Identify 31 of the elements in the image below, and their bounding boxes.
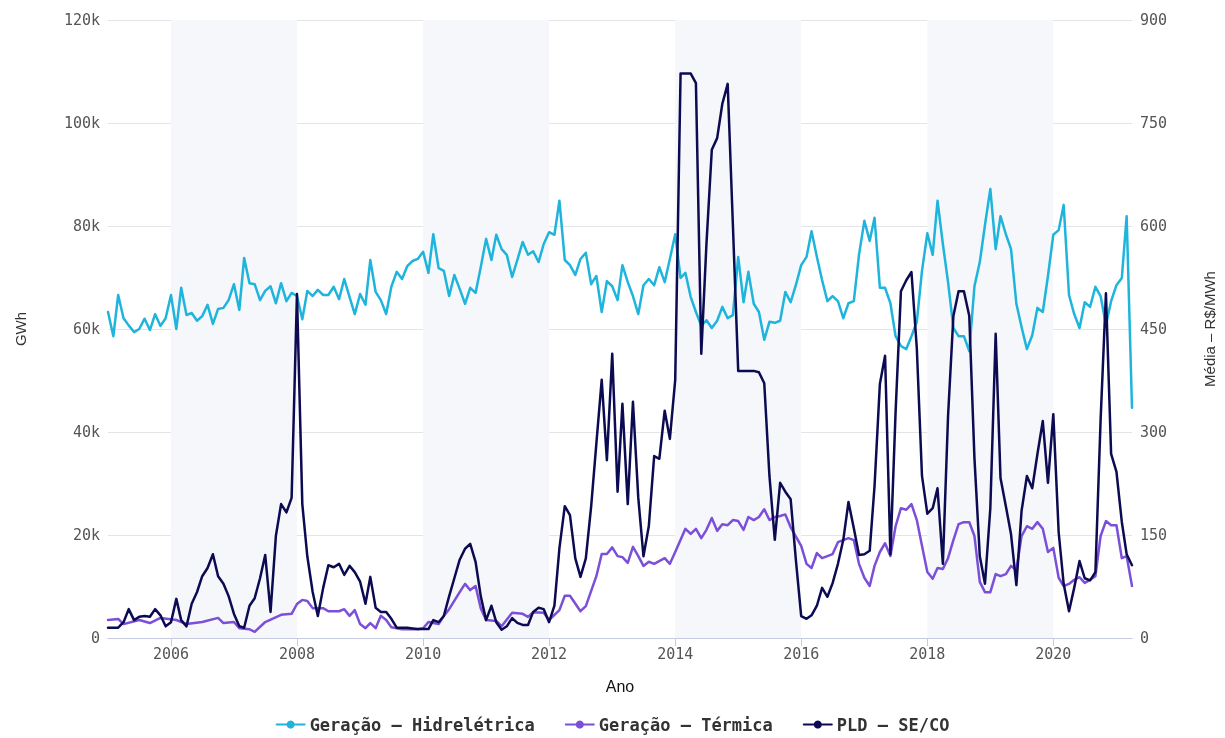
y-tick-label: 20k bbox=[72, 526, 100, 544]
x-tick-label: 2006 bbox=[152, 644, 190, 663]
y-tick-label: 80k bbox=[72, 217, 100, 235]
x-tick-label: 2008 bbox=[278, 644, 316, 663]
line-series bbox=[106, 72, 1134, 632]
x-axis-title: Ano bbox=[605, 677, 635, 695]
y-tick-label: 0 bbox=[90, 629, 100, 647]
y-axis-title: GWh bbox=[12, 311, 29, 347]
y2-tick-label: 300 bbox=[1140, 423, 1168, 441]
y2-axis-title: Média – R$/MWh bbox=[1201, 271, 1218, 387]
x-tick-label: 2014 bbox=[657, 644, 694, 663]
y-tick-label: 60k bbox=[72, 320, 100, 338]
y2-tick-label: 450 bbox=[1140, 320, 1168, 338]
x-tick-label: 2010 bbox=[405, 644, 442, 663]
y2-tick-label: 150 bbox=[1140, 526, 1168, 544]
legend-label: Geração – Hidrelétrica bbox=[309, 714, 535, 735]
x-tick-label: 2020 bbox=[1035, 644, 1072, 663]
y2-tick-label: 0 bbox=[1140, 629, 1150, 647]
line-series bbox=[106, 502, 1134, 634]
y-tick-label: 100k bbox=[63, 114, 100, 132]
y2-tick-label: 900 bbox=[1140, 11, 1168, 29]
y-tick-label: 40k bbox=[72, 423, 100, 441]
y2-tick-label: 750 bbox=[1140, 114, 1168, 132]
x-tick-label: 2018 bbox=[909, 644, 946, 663]
y2-tick-label: 600 bbox=[1140, 217, 1168, 235]
line-series bbox=[106, 187, 1134, 410]
legend-label: PLD – SE/CO bbox=[836, 714, 950, 735]
x-tick-label: 2016 bbox=[783, 644, 820, 663]
y-tick-label: 120k bbox=[63, 11, 100, 29]
legend-label: Geração – Térmica bbox=[598, 714, 773, 735]
x-tick-label: 2012 bbox=[531, 644, 568, 663]
